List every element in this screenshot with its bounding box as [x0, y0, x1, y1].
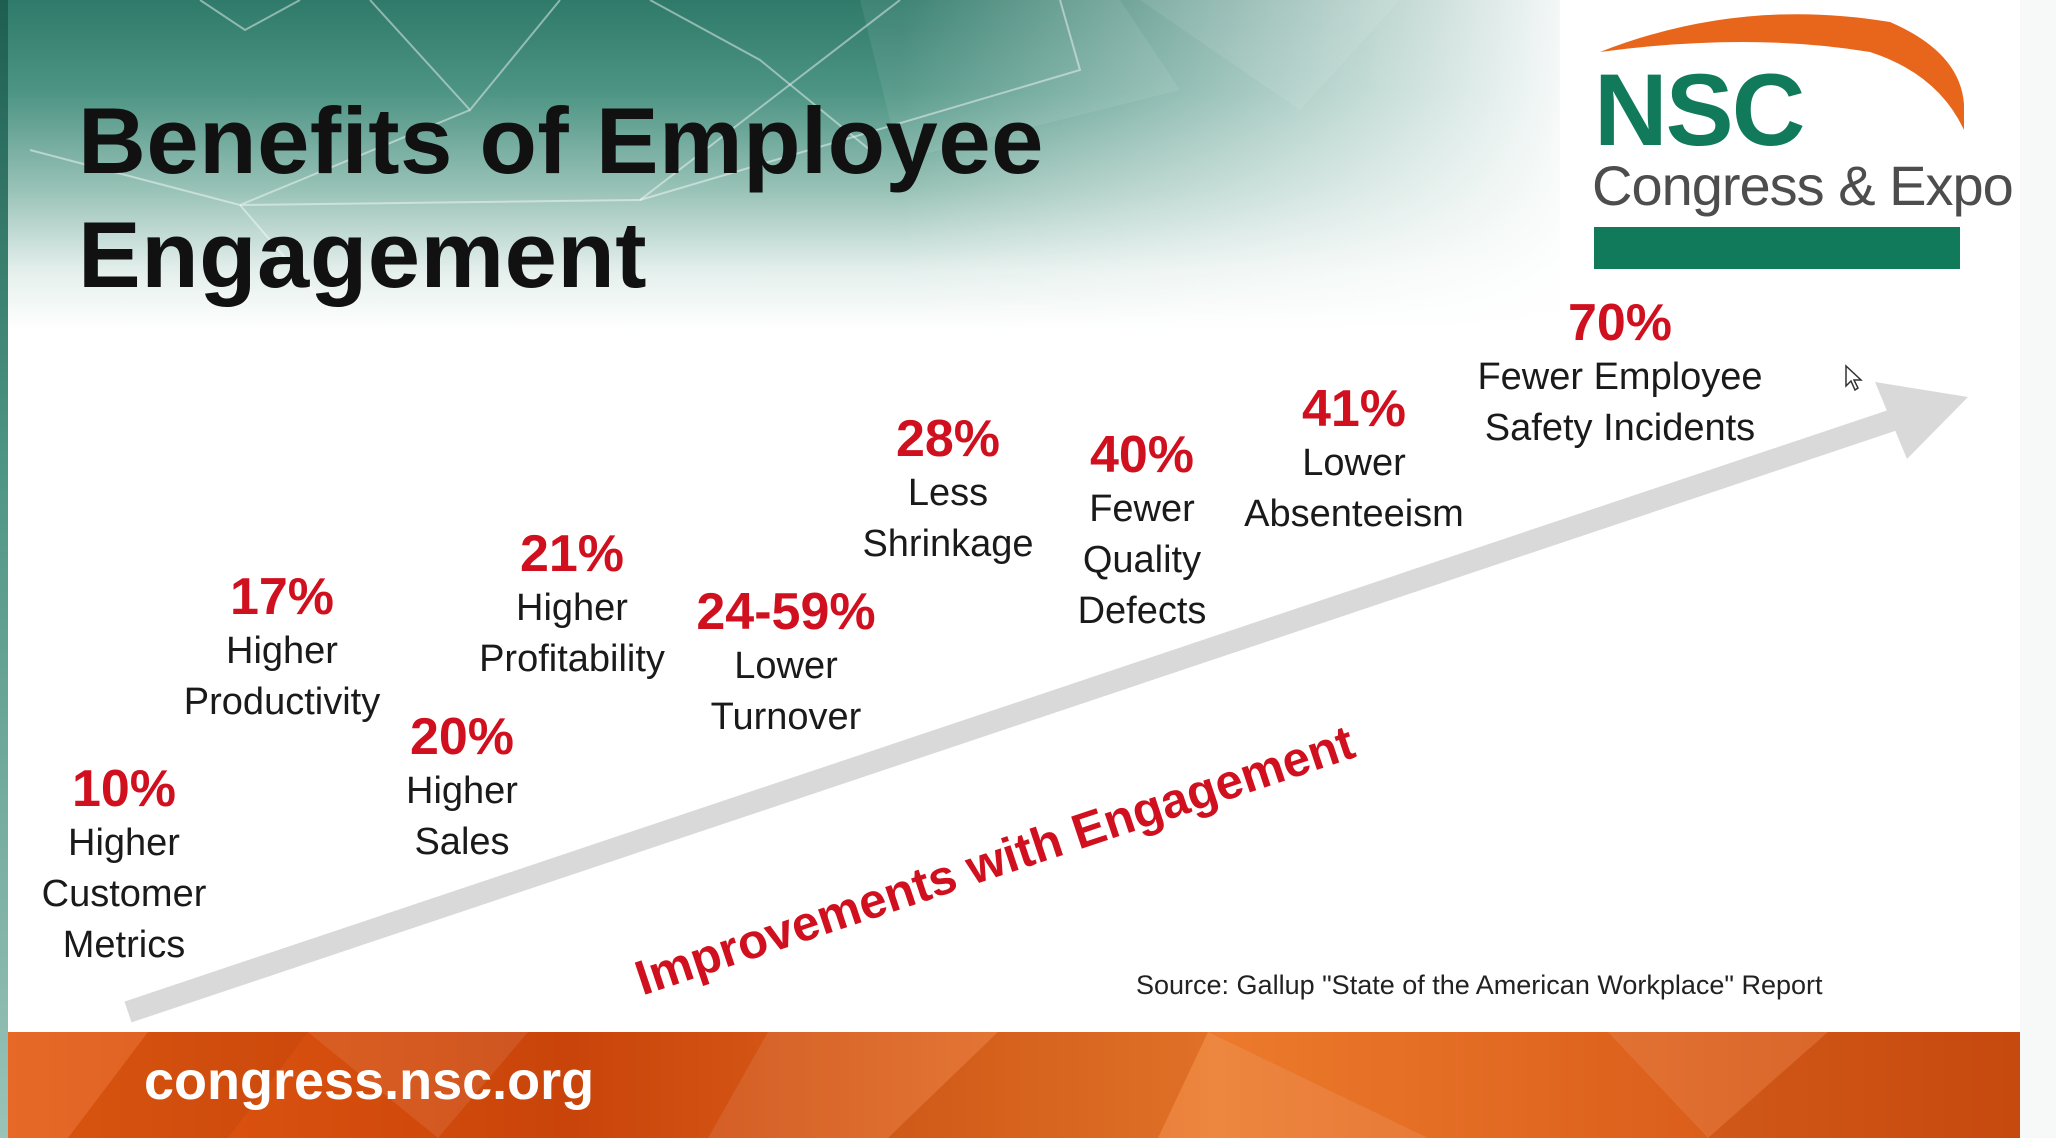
stat-label-line: Fewer	[1089, 488, 1195, 530]
stat-value: 41%	[1301, 380, 1407, 438]
header-fade	[900, 0, 1600, 330]
stat-label-line: Profitability	[479, 638, 665, 680]
stat-block: 70% Fewer Employee Safety Incidents	[1477, 294, 1762, 454]
stat-label-line: Lower	[734, 645, 838, 687]
stat-label-line: Absenteeism	[1244, 493, 1464, 535]
logo-congress-expo-text: Congress & Expo	[1592, 154, 2014, 217]
improvement-arrow-head	[1875, 382, 1968, 459]
stat-label-line: Shrinkage	[862, 523, 1034, 565]
footer-polygon-pattern	[8, 1032, 2020, 1138]
stat-block: 41% Lower Absenteeism	[1244, 380, 1464, 540]
stat-label-line: Quality	[1082, 539, 1202, 581]
stat-label-line: Higher	[68, 822, 180, 864]
stat-label-line: Customer	[41, 873, 207, 915]
logo-swoosh	[1600, 14, 1964, 130]
arrow-label: Improvements with Engagement	[629, 716, 1361, 1007]
stat-label-line: Defects	[1077, 590, 1207, 632]
stat-block: 40% Fewer Quality Defects	[1078, 426, 1207, 637]
stat-label-line: Metrics	[62, 924, 186, 966]
stat-block: 24-59% Lower Turnover	[696, 583, 875, 743]
stat-label-line: Productivity	[183, 681, 381, 723]
mouse-pointer-icon	[1845, 364, 1863, 392]
stat-label-line: Higher	[226, 630, 338, 672]
stat-value: 40%	[1089, 426, 1195, 484]
stat-label-line: Safety Incidents	[1484, 407, 1756, 449]
stat-label-line: Higher	[406, 770, 518, 812]
stat-label-line: Higher	[516, 587, 628, 629]
stat-value: 10%	[71, 760, 177, 818]
slide-title: Benefits of Employee Engagement	[78, 84, 1044, 312]
stat-value: 17%	[229, 568, 335, 626]
stat-value: 21%	[519, 525, 625, 583]
title-line-1: Benefits of Employee	[78, 88, 1044, 193]
title-line-2: Engagement	[78, 202, 648, 307]
stat-label-line: Turnover	[710, 696, 862, 738]
stat-block: 10% Higher Customer Metrics	[42, 760, 207, 971]
stat-block: 28% Less Shrinkage	[862, 410, 1033, 570]
stat-block: 20% Higher Sales	[406, 708, 518, 868]
improvement-arrow-shaft	[124, 405, 1909, 1023]
stat-label-line: Lower	[1302, 442, 1406, 484]
stat-block: 17% Higher Productivity	[184, 568, 380, 728]
stat-label-line: Fewer Employee	[1477, 356, 1763, 398]
stat-value: 20%	[409, 708, 515, 766]
left-edge-stripe	[0, 0, 8, 1138]
right-edge-panel	[2020, 0, 2056, 1138]
stat-value: 28%	[895, 410, 1001, 468]
footer-url[interactable]: congress.nsc.org	[144, 1051, 595, 1111]
stat-label-line: Sales	[414, 821, 510, 863]
stat-value: 24-59%	[696, 583, 876, 641]
stat-label-line: Less	[907, 472, 989, 514]
footer-banner: congress.nsc.org	[8, 1032, 2020, 1138]
source-note: Source: Gallup "State of the American Wo…	[1136, 970, 1823, 1000]
logo-green-bar	[1594, 227, 1960, 269]
stat-value: 70%	[1567, 294, 1673, 352]
logo-nsc-text: NSC	[1594, 53, 1805, 167]
stat-block: 21% Higher Profitability	[479, 525, 665, 685]
nsc-logo: NSC Congress & Expo	[1580, 12, 2014, 272]
